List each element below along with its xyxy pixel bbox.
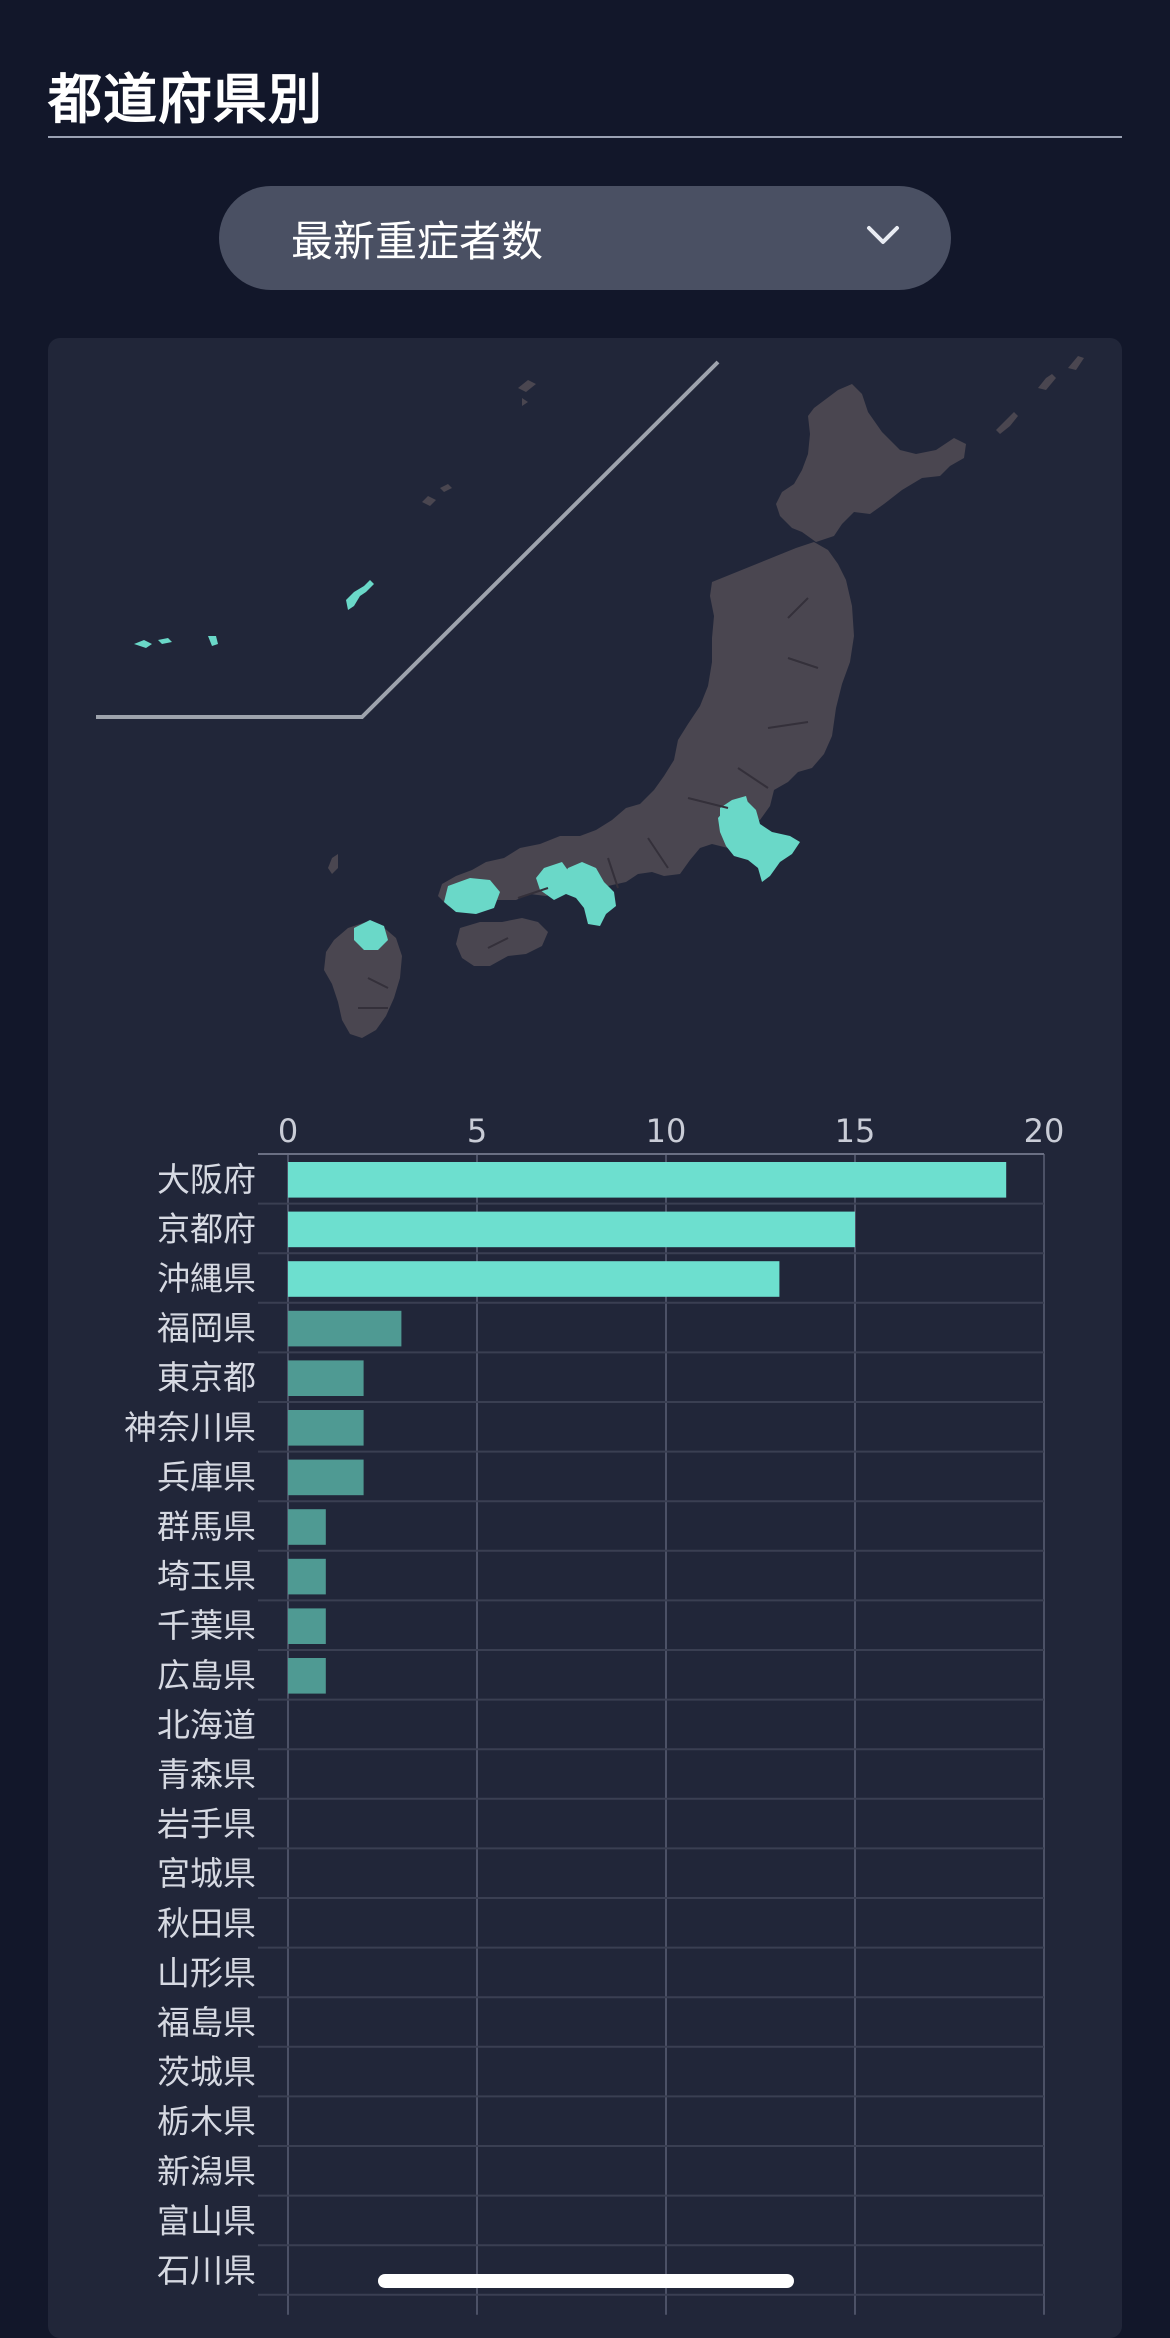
x-tick-label: 5 (467, 1112, 487, 1150)
bar (288, 1360, 364, 1396)
category-label: 京都府 (157, 1209, 256, 1248)
tsushima (328, 854, 338, 874)
category-label: 群馬県 (157, 1507, 256, 1546)
prefecture-borders (358, 597, 819, 1009)
amami-islands (422, 380, 536, 506)
category-label: 大阪府 (157, 1160, 256, 1199)
bar-chart-svg: 0 5 10 15 20 大阪府京都府沖縄県福岡県東京都神奈川県兵庫県群馬県埼玉県千葉県広… (124, 1112, 1065, 2315)
bar (288, 1608, 326, 1644)
okinawa-inset-border (96, 360, 720, 719)
category-label: 福島県 (157, 2003, 256, 2042)
category-label: 新潟県 (157, 2152, 256, 2191)
category-label: 兵庫県 (157, 1457, 256, 1496)
category-label: 青森県 (157, 1755, 256, 1794)
category-label: 石川県 (157, 2251, 256, 2290)
bar (288, 1310, 402, 1347)
map-hyogo (536, 862, 572, 900)
metric-select[interactable]: 最新重症者数 (219, 186, 951, 290)
category-label: 栃木県 (157, 2102, 256, 2141)
bar (288, 1459, 364, 1496)
okinawa-islands-west (134, 636, 218, 648)
bar (288, 1162, 1007, 1198)
map-kyoto-osaka (560, 862, 616, 926)
kuril-islands (996, 356, 1084, 434)
category-label: 広島県 (157, 1656, 256, 1695)
x-tick-label: 10 (646, 1112, 687, 1150)
bar (288, 1509, 326, 1545)
category-label: 東京都 (157, 1358, 256, 1397)
japan-map[interactable] (48, 338, 1122, 1098)
category-label: 埼玉県 (157, 1557, 256, 1596)
bar-chart: 0 5 10 15 20 大阪府京都府沖縄県福岡県東京都神奈川県兵庫県群馬県埼玉県千葉県広… (48, 1098, 1122, 2338)
japan-map-svg (96, 356, 1084, 1038)
x-tick-label: 15 (835, 1112, 876, 1150)
bar (288, 1658, 326, 1694)
category-label: 富山県 (157, 2201, 256, 2240)
x-tick-label: 20 (1024, 1112, 1065, 1150)
okinawa-main-island (346, 580, 374, 610)
map-gunma-saitama (720, 796, 750, 826)
category-label: 宮城県 (157, 1854, 256, 1893)
map-hiroshima (444, 878, 500, 914)
category-label: 千葉県 (157, 1606, 256, 1645)
category-label: 沖縄県 (157, 1259, 256, 1298)
bar (288, 1211, 855, 1248)
section-title: 都道府県別 (48, 68, 323, 131)
category-label: 茨城県 (157, 2053, 256, 2092)
hokkaido (776, 384, 966, 542)
chevron-down-icon (867, 226, 899, 244)
category-label: 秋田県 (157, 1904, 256, 1943)
category-label: 山形県 (157, 1953, 256, 1992)
bar (288, 1261, 780, 1297)
honshu (438, 542, 854, 910)
x-tick-label: 0 (278, 1112, 298, 1150)
section-header: 都道府県別 (48, 62, 1122, 138)
category-label: 福岡県 (157, 1309, 256, 1348)
bar (288, 1558, 326, 1595)
metric-select-value: 最新重症者数 (291, 216, 544, 266)
category-label: 神奈川県 (124, 1408, 256, 1447)
bar (288, 1410, 364, 1446)
prefecture-card: 0 5 10 15 20 大阪府京都府沖縄県福岡県東京都神奈川県兵庫県群馬県埼玉県千葉県広… (48, 338, 1122, 2338)
map-fukuoka (354, 920, 388, 950)
home-indicator[interactable] (378, 2274, 794, 2288)
category-label: 岩手県 (157, 1805, 256, 1844)
category-label: 北海道 (157, 1705, 256, 1744)
